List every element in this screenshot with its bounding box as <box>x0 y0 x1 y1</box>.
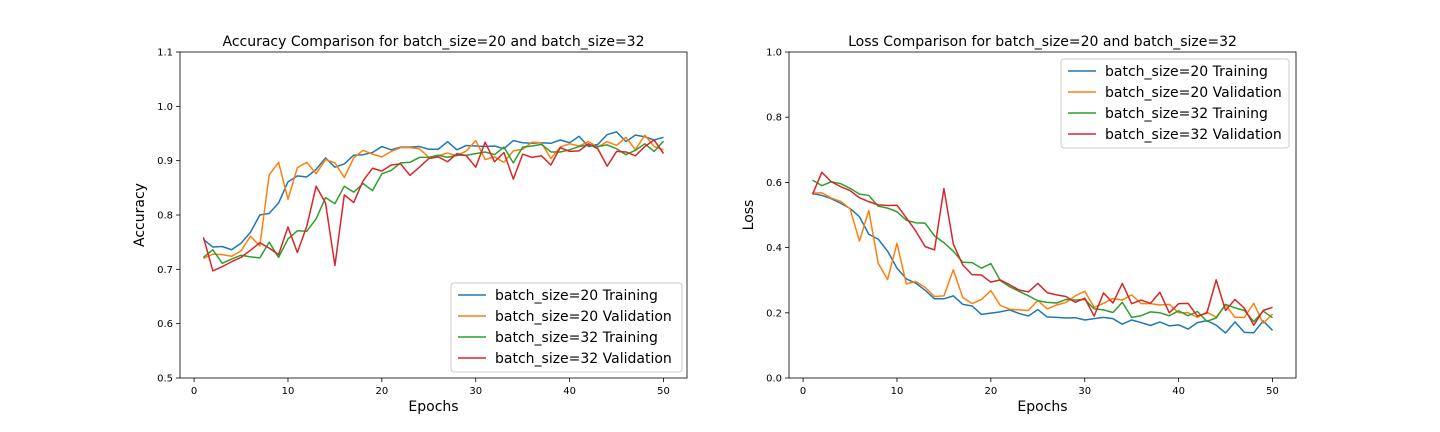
chart-title: Accuracy Comparison for batch_size=20 an… <box>222 34 644 50</box>
y-tick-label: 0.9 <box>157 156 173 167</box>
y-axis-label: Loss <box>741 200 757 231</box>
x-tick-label: 50 <box>657 386 670 397</box>
legend-entry-1: batch_size=20 Validation <box>495 309 672 325</box>
legend: batch_size=20 Training batch_size=20 Vali… <box>1060 58 1290 149</box>
series-line-1 <box>203 134 664 260</box>
series-line-0 <box>812 192 1274 334</box>
series-line-1 <box>812 192 1274 324</box>
chart-title: Loss Comparison for batch_size=20 and ba… <box>848 34 1237 50</box>
series-line-2 <box>812 179 1273 323</box>
x-tick-label: 40 <box>563 386 576 397</box>
y-tick-label: 0.7 <box>157 265 173 276</box>
legend-entry-2: batch_size=32 Training <box>1105 106 1268 122</box>
y-tick-label: 1.1 <box>157 48 173 59</box>
y-axis-label: Accuracy <box>132 183 148 247</box>
legend-entry-0: batch_size=20 Training <box>1105 64 1268 80</box>
x-tick-label: 0 <box>800 386 806 397</box>
x-tick-label: 30 <box>1078 386 1091 397</box>
x-tick-label: 10 <box>282 386 295 397</box>
legend: batch_size=20 Training batch_size=20 Vali… <box>450 282 683 373</box>
x-tick-label: 40 <box>1172 386 1185 397</box>
series-line-2 <box>202 140 665 265</box>
series-line-3 <box>202 139 665 272</box>
y-tick-label: 1.0 <box>766 48 782 59</box>
legend-box <box>1060 58 1290 149</box>
y-tick-label: 0.4 <box>766 243 782 254</box>
y-tick-label: 0.8 <box>157 211 173 222</box>
x-axis-label: Epochs <box>408 399 458 415</box>
y-tick-label: 0.6 <box>766 178 782 189</box>
x-axis-label: Epochs <box>1017 399 1067 415</box>
x-tick-label: 20 <box>375 386 388 397</box>
x-tick-label: 50 <box>1266 386 1279 397</box>
plot-frame <box>788 51 1297 379</box>
loss-chart: Loss Comparison for batch_size=20 and ba… <box>741 34 1297 415</box>
x-tick-label: 0 <box>191 386 197 397</box>
y-tick-label: 0.6 <box>157 319 173 330</box>
legend-box <box>450 282 683 373</box>
accuracy-chart: Accuracy Comparison for batch_size=20 an… <box>132 34 688 415</box>
series-line-0 <box>202 131 664 251</box>
series-line-3 <box>811 171 1273 326</box>
y-tick-label: 0.8 <box>766 113 782 124</box>
y-tick-label: 1.0 <box>157 102 173 113</box>
x-tick-label: 30 <box>469 386 482 397</box>
legend-entry-3: batch_size=32 Validation <box>495 351 672 367</box>
legend-entry-2: batch_size=32 Training <box>495 330 658 346</box>
legend-entry-0: batch_size=20 Training <box>495 288 658 304</box>
legend-entry-1: batch_size=20 Validation <box>1105 85 1282 101</box>
x-tick-label: 10 <box>891 386 904 397</box>
legend-entry-3: batch_size=32 Validation <box>1105 127 1282 143</box>
x-tick-label: 20 <box>984 386 997 397</box>
y-tick-label: 0.2 <box>766 308 782 319</box>
y-tick-label: 0.5 <box>157 374 173 385</box>
y-tick-label: 0.0 <box>766 374 782 385</box>
